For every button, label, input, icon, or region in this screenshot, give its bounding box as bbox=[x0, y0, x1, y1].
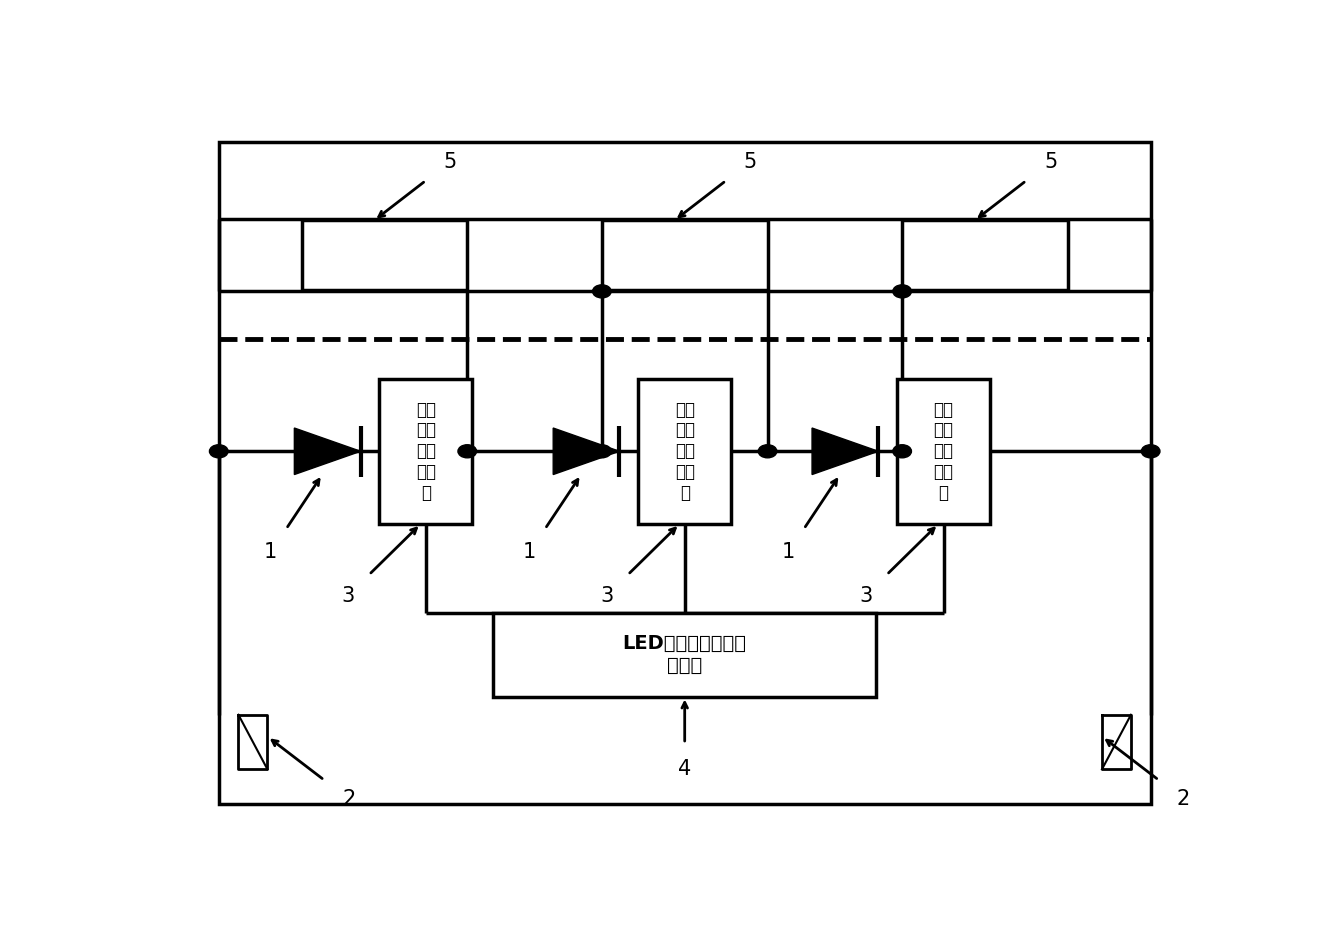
Bar bbox=[601, 221, 767, 290]
Text: 远红
外热
传感
器模
块: 远红 外热 传感 器模 块 bbox=[934, 400, 954, 502]
Bar bbox=[639, 379, 731, 524]
Text: 2: 2 bbox=[1177, 789, 1190, 809]
Text: 3: 3 bbox=[600, 585, 613, 605]
Text: 1: 1 bbox=[522, 542, 536, 562]
Text: 3: 3 bbox=[859, 585, 872, 605]
Text: 3: 3 bbox=[341, 585, 354, 605]
Text: 5: 5 bbox=[444, 152, 457, 172]
Text: 1: 1 bbox=[782, 542, 795, 562]
Polygon shape bbox=[812, 428, 878, 475]
Text: 远红
外热
传感
器模
块: 远红 外热 传感 器模 块 bbox=[675, 400, 695, 502]
Bar bbox=[493, 613, 876, 697]
Circle shape bbox=[1141, 445, 1160, 458]
Circle shape bbox=[458, 445, 477, 458]
Circle shape bbox=[593, 445, 611, 458]
Circle shape bbox=[593, 285, 611, 298]
Circle shape bbox=[210, 445, 228, 458]
Circle shape bbox=[892, 285, 911, 298]
Bar bbox=[302, 221, 468, 290]
Bar bbox=[902, 221, 1067, 290]
Circle shape bbox=[892, 445, 911, 458]
Circle shape bbox=[759, 445, 776, 458]
Text: 2: 2 bbox=[342, 789, 355, 809]
Text: 4: 4 bbox=[679, 759, 691, 780]
Text: 5: 5 bbox=[744, 152, 758, 172]
Text: 1: 1 bbox=[265, 542, 278, 562]
Bar bbox=[219, 143, 1150, 804]
Polygon shape bbox=[553, 428, 620, 475]
Polygon shape bbox=[294, 428, 361, 475]
Bar bbox=[379, 379, 473, 524]
Text: LED过温状态指示电
路模块: LED过温状态指示电 路模块 bbox=[623, 634, 747, 675]
Bar bbox=[896, 379, 990, 524]
Polygon shape bbox=[1102, 715, 1132, 769]
Text: 远红
外热
传感
器模
块: 远红 外热 传感 器模 块 bbox=[415, 400, 436, 502]
Text: 5: 5 bbox=[1045, 152, 1057, 172]
Polygon shape bbox=[238, 715, 267, 769]
